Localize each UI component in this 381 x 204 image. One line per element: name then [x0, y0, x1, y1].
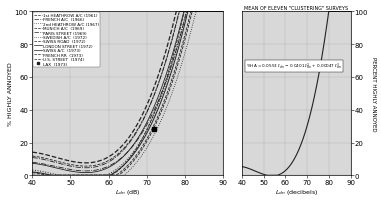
Legend: 1st HEATHROW A/C (1961), FRENCH A/C  (1966), 2nd HEATHROW A/C (1967), MUNICH A/C: 1st HEATHROW A/C (1961), FRENCH A/C (196… [33, 13, 100, 67]
Y-axis label: PERCENT HIGHLY ANNOYED: PERCENT HIGHLY ANNOYED [371, 57, 376, 131]
Y-axis label: % HIGHLY ANNOYED: % HIGHLY ANNOYED [8, 62, 13, 125]
X-axis label: $L_{dn}$ (dB): $L_{dn}$ (dB) [115, 187, 141, 196]
Title: MEAN OF ELEVEN "CLUSTERING" SURVEYS: MEAN OF ELEVEN "CLUSTERING" SURVEYS [244, 6, 348, 10]
X-axis label: $L_{dn}$ (decibels): $L_{dn}$ (decibels) [275, 187, 318, 196]
Text: %HA = 0.0553 $\ell_{dn}$ $-$ 0.0401 $\ell_{dn}^2$ + 0.00047 $\ell_{dn}^3$: %HA = 0.0553 $\ell_{dn}$ $-$ 0.0401 $\el… [246, 61, 342, 72]
